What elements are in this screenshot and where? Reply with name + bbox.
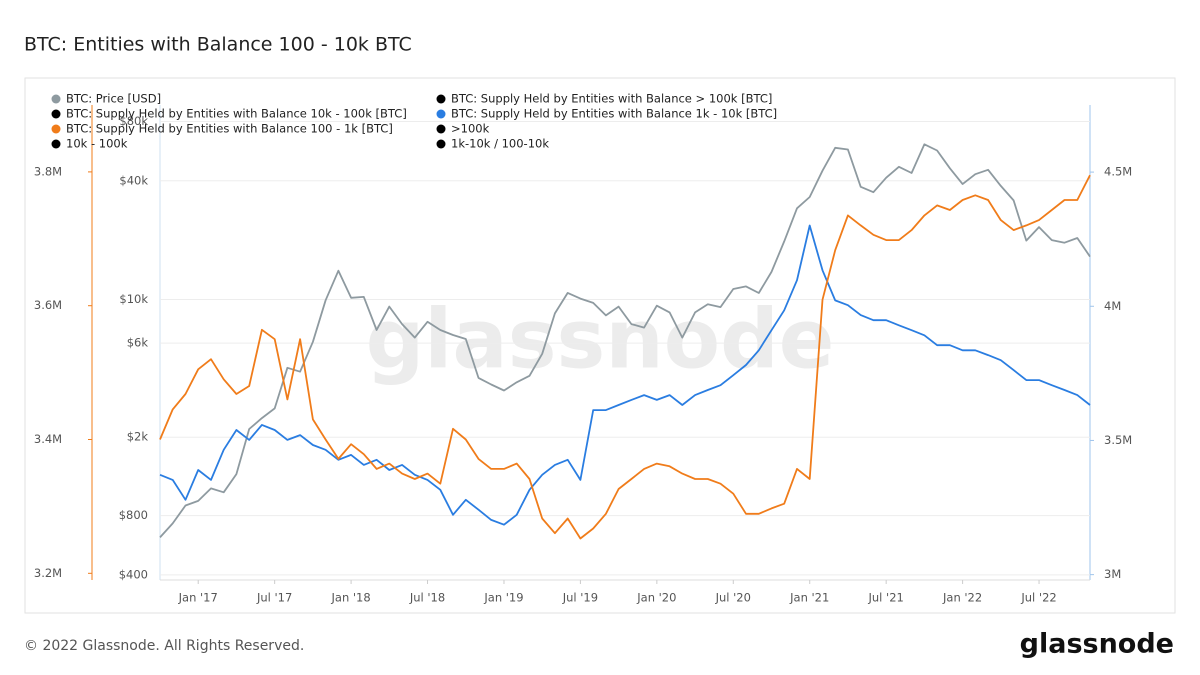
series-line bbox=[159, 174, 1091, 540]
watermark: glassnode bbox=[366, 292, 835, 387]
x-tick-label: Jul '20 bbox=[715, 591, 751, 605]
legend-marker bbox=[436, 124, 446, 134]
legend-marker bbox=[51, 124, 61, 134]
y-tick-label: $80k bbox=[119, 114, 148, 128]
x-tick-label: Jul '19 bbox=[562, 591, 598, 605]
x-tick-label: Jan '22 bbox=[942, 591, 982, 605]
legend-marker bbox=[436, 109, 446, 119]
x-tick-label: Jan '21 bbox=[789, 591, 829, 605]
x-tick-label: Jul '21 bbox=[868, 591, 904, 605]
y3-tick-label: 3.8M bbox=[34, 164, 62, 178]
series-line bbox=[159, 143, 1091, 539]
legend-label: 10k - 100k bbox=[66, 137, 128, 151]
legend-marker bbox=[51, 139, 61, 149]
y-tick-label: $6k bbox=[127, 336, 149, 350]
x-tick-label: Jul '22 bbox=[1020, 591, 1056, 605]
x-tick-label: Jan '19 bbox=[483, 591, 523, 605]
x-tick-label: Jul '17 bbox=[256, 591, 292, 605]
legend-marker bbox=[51, 94, 61, 104]
y-tick-label: $40k bbox=[119, 173, 148, 187]
y2-tick-label: 4.5M bbox=[1104, 165, 1132, 179]
legend-marker bbox=[436, 94, 446, 104]
x-tick-label: Jan '17 bbox=[178, 591, 218, 605]
series-line bbox=[159, 224, 1091, 526]
y3-tick-label: 3.2M bbox=[34, 566, 62, 580]
logo: glassnode bbox=[1020, 629, 1174, 660]
legend-label: BTC: Supply Held by Entities with Balanc… bbox=[66, 122, 393, 136]
y3-tick-label: 3.4M bbox=[34, 432, 62, 446]
x-tick-label: Jan '18 bbox=[331, 591, 371, 605]
legend-label: 1k-10k / 100-10k bbox=[451, 137, 549, 151]
legend-marker bbox=[436, 139, 446, 149]
copyright: © 2022 Glassnode. All Rights Reserved. bbox=[24, 638, 304, 654]
y-tick-label: $10k bbox=[119, 292, 148, 306]
x-tick-label: Jan '20 bbox=[636, 591, 676, 605]
y-tick-label: $2k bbox=[127, 430, 149, 444]
legend-label: BTC: Supply Held by Entities with Balanc… bbox=[451, 107, 777, 121]
x-tick-label: Jul '18 bbox=[409, 591, 445, 605]
legend-label: BTC: Supply Held by Entities with Balanc… bbox=[66, 107, 407, 121]
legend-label: BTC: Supply Held by Entities with Balanc… bbox=[451, 92, 772, 106]
y2-tick-label: 4M bbox=[1104, 299, 1121, 313]
legend-label: BTC: Price [USD] bbox=[66, 92, 161, 106]
y2-tick-label: 3.5M bbox=[1104, 433, 1132, 447]
legend-label: >100k bbox=[451, 122, 490, 136]
y-tick-label: $800 bbox=[119, 508, 148, 522]
y2-tick-label: 3M bbox=[1104, 567, 1121, 581]
legend-marker bbox=[51, 109, 61, 119]
chart-title: BTC: Entities with Balance 100 - 10k BTC bbox=[24, 34, 412, 56]
y-tick-label: $400 bbox=[119, 567, 148, 581]
y3-tick-label: 3.6M bbox=[34, 298, 62, 312]
chart-frame bbox=[24, 77, 1176, 614]
